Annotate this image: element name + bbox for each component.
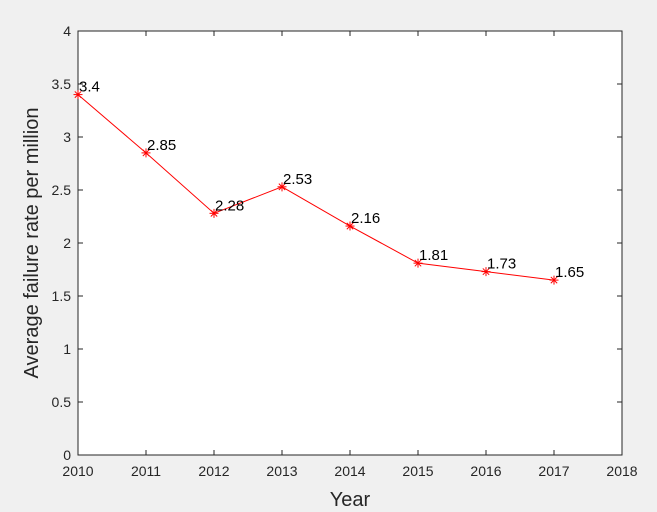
data-point-marker (345, 221, 355, 231)
y-tick-label: 1 (63, 341, 71, 357)
x-tick-label: 2018 (606, 463, 637, 479)
x-tick-label: 2017 (538, 463, 569, 479)
data-label: 2.28 (215, 197, 244, 214)
data-point-marker (141, 148, 151, 158)
data-label: 1.81 (419, 247, 448, 264)
data-label: 2.53 (283, 171, 312, 188)
y-tick-label: 0.5 (52, 394, 72, 410)
x-tick-labels: 2010 2011 2012 2013 2014 2015 2016 2017 2018 (62, 463, 637, 479)
data-label: 2.16 (351, 210, 380, 227)
tick-marks (77, 30, 623, 456)
y-tick-label: 4 (63, 23, 71, 39)
data-point-marker (413, 258, 423, 268)
data-point-marker (73, 90, 83, 100)
data-label: 3.4 (79, 79, 100, 96)
y-tick-labels: 0 0.5 1 1.5 2 2.5 3 3.5 4 (52, 23, 72, 463)
plot-area (77, 30, 623, 456)
data-point-marker (209, 208, 219, 218)
x-tick-label: 2016 (470, 463, 501, 479)
data-label: 2.85 (147, 137, 176, 154)
data-label: 1.65 (555, 264, 584, 281)
x-tick-label: 2013 (266, 463, 297, 479)
y-tick-label: 2.5 (52, 182, 72, 198)
x-tick-label: 2015 (402, 463, 433, 479)
data-point-marker (549, 275, 559, 285)
data-point-marker (277, 182, 287, 192)
x-tick-label: 2010 (62, 463, 93, 479)
y-tick-label: 0 (63, 447, 71, 463)
x-tick-label: 2012 (198, 463, 229, 479)
series-layer (73, 90, 559, 285)
data-label: 1.73 (487, 256, 516, 273)
x-axis-label: Year (330, 489, 371, 511)
y-tick-label: 3.5 (52, 76, 72, 92)
series-line (77, 94, 555, 281)
x-tick-label: 2011 (131, 463, 161, 479)
data-point-marker (481, 267, 491, 277)
x-tick-label: 2014 (334, 463, 365, 479)
y-tick-label: 1.5 (52, 288, 72, 304)
y-tick-label: 3 (63, 129, 71, 145)
y-axis-label: Average failure rate per million (21, 108, 43, 379)
y-tick-label: 2 (63, 235, 71, 251)
data-labels: 3.4 2.85 2.28 2.53 2.16 1.81 1.73 1.65 (79, 79, 584, 282)
